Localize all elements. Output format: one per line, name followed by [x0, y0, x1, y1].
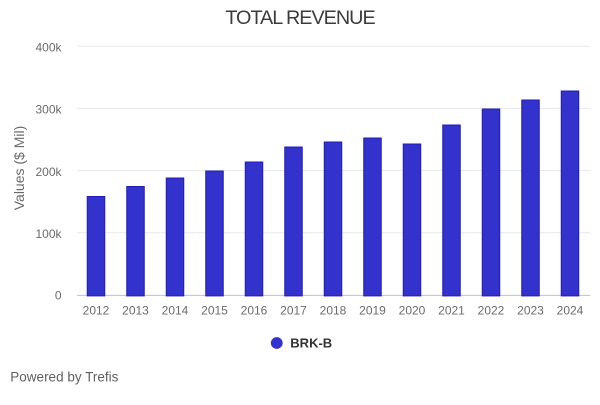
- svg-text:2018: 2018: [320, 303, 347, 317]
- svg-text:400k: 400k: [35, 41, 62, 55]
- svg-text:2012: 2012: [83, 303, 110, 317]
- svg-text:2019: 2019: [359, 303, 386, 317]
- svg-text:2020: 2020: [399, 303, 426, 317]
- svg-text:2017: 2017: [280, 303, 307, 317]
- svg-text:2015: 2015: [201, 303, 228, 317]
- svg-text:2021: 2021: [438, 303, 465, 317]
- svg-text:0: 0: [55, 289, 62, 303]
- svg-text:BRK-B: BRK-B: [290, 336, 332, 351]
- svg-text:300k: 300k: [35, 103, 62, 117]
- svg-text:2023: 2023: [517, 303, 544, 317]
- svg-text:Powered by Trefis: Powered by Trefis: [10, 370, 118, 385]
- svg-text:200k: 200k: [35, 165, 62, 179]
- svg-text:2024: 2024: [557, 303, 584, 317]
- svg-text:2013: 2013: [122, 303, 149, 317]
- svg-text:100k: 100k: [35, 227, 62, 241]
- svg-text:2016: 2016: [241, 303, 268, 317]
- svg-text:2014: 2014: [162, 303, 189, 317]
- svg-text:TOTAL REVENUE: TOTAL REVENUE: [225, 7, 375, 29]
- svg-text:2022: 2022: [478, 303, 505, 317]
- svg-text:Values ($ Mil): Values ($ Mil): [11, 126, 27, 211]
